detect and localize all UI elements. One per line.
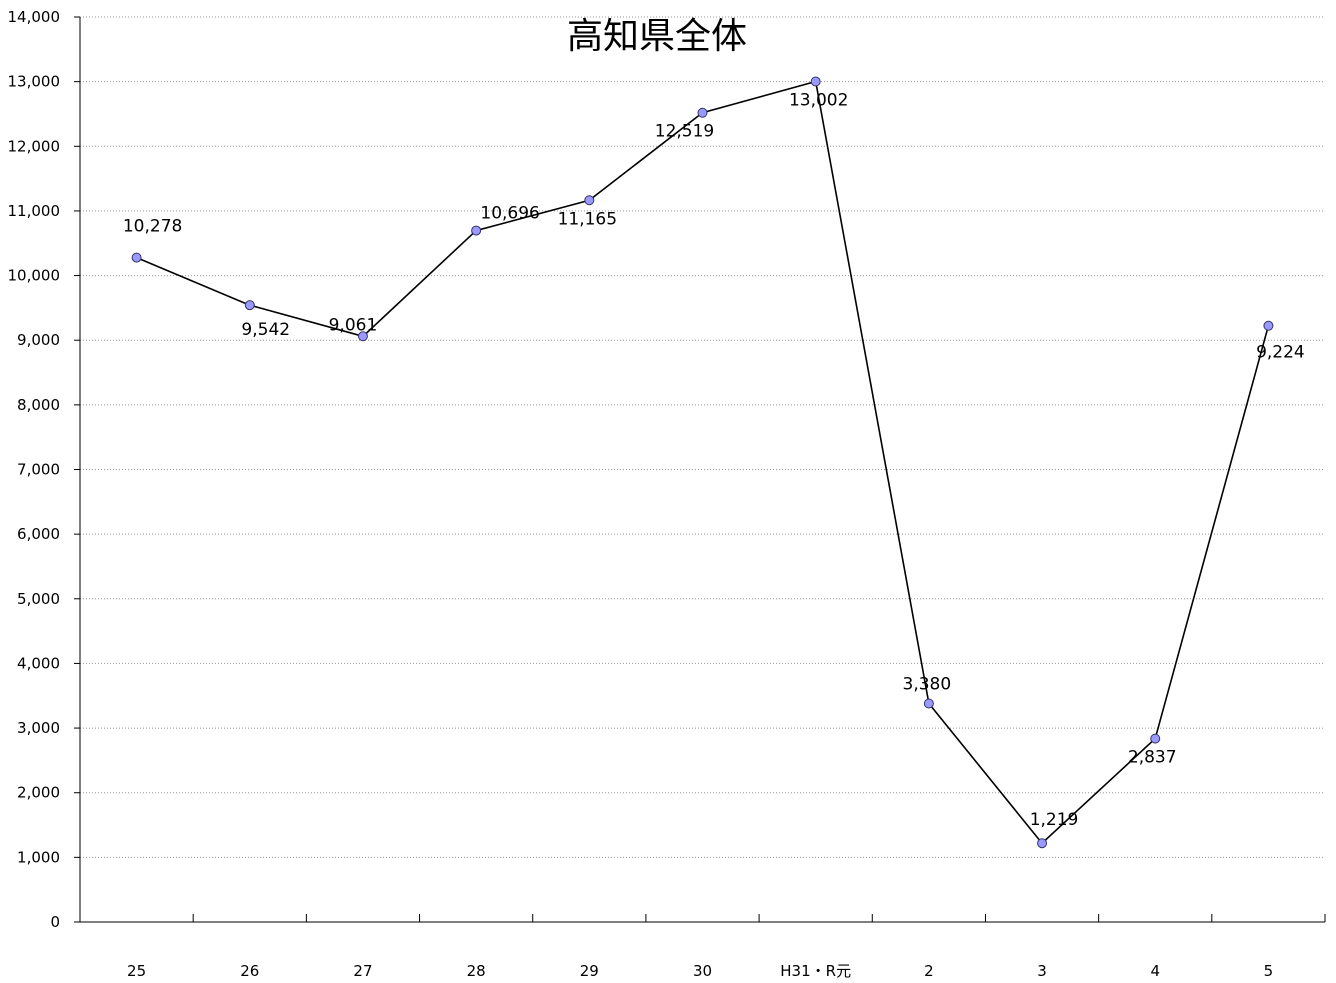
y-tick-label: 6,000: [17, 525, 60, 543]
data-point: [1150, 733, 1161, 744]
data-label: 11,165: [558, 209, 617, 229]
data-point: [584, 195, 595, 206]
y-tick-label: 4,000: [17, 654, 60, 672]
data-label: 3,380: [903, 675, 952, 695]
y-tick-label: 7,000: [17, 461, 60, 479]
data-label: 10,696: [480, 204, 539, 224]
x-tick-label: 30: [693, 962, 712, 980]
data-point: [244, 300, 255, 311]
data-label: 13,002: [789, 91, 848, 111]
data-point: [131, 252, 142, 263]
y-tick-label: 13,000: [8, 73, 61, 91]
data-point: [1037, 838, 1048, 849]
data-label: 9,224: [1256, 343, 1305, 363]
data-point: [1263, 320, 1274, 331]
y-tick-label: 1,000: [17, 848, 60, 866]
y-tick-label: 8,000: [17, 396, 60, 414]
data-point: [810, 76, 821, 87]
y-tick-label: 5,000: [17, 590, 60, 608]
data-point: [697, 107, 708, 118]
series-line: [131, 76, 1274, 849]
data-label: 10,278: [123, 217, 182, 237]
data-label: 9,542: [241, 320, 290, 340]
x-tick-label: 2: [924, 962, 934, 980]
data-point: [471, 225, 482, 236]
series-line: [136, 80, 1270, 845]
data-point: [357, 331, 368, 342]
y-tick-label: 11,000: [8, 202, 61, 220]
x-tick-label: 25: [127, 962, 146, 980]
x-tick-label: 29: [580, 962, 599, 980]
y-tick-label: 14,000: [8, 8, 61, 26]
data-labels: 10,278 9,542 9,061 10,696 11,165 12,519 13,002…: [123, 91, 1305, 831]
x-tick-label: 4: [1150, 962, 1160, 980]
data-label: 1,219: [1030, 810, 1079, 830]
y-tick-label: 0: [50, 913, 60, 931]
x-tick-label: 27: [353, 962, 372, 980]
y-tick-label: 10,000: [8, 267, 61, 285]
y-tick-label: 2,000: [17, 784, 60, 802]
x-tick-label: 5: [1264, 962, 1274, 980]
x-axis-ticks: 25 26 27 28 29 30 H31・R元 2 3 4 5: [79, 914, 1326, 980]
y-tick-label: 3,000: [17, 719, 60, 737]
y-tick-label: 9,000: [17, 331, 60, 349]
data-label: 12,519: [655, 122, 714, 142]
x-tick-label: 26: [240, 962, 259, 980]
y-axis-ticks: 0 1,000 2,000 3,000 4,000 5,000 6,000 7,000 8,00…: [8, 8, 80, 931]
data-label: 9,061: [329, 315, 378, 335]
data-label: 2,837: [1128, 748, 1177, 768]
y-tick-label: 12,000: [8, 137, 61, 155]
x-tick-label: 3: [1037, 962, 1047, 980]
chart-title: 高知県全体: [567, 16, 747, 57]
grid-lines: [80, 16, 1325, 858]
x-tick-label: 28: [467, 962, 486, 980]
data-point: [923, 698, 934, 709]
x-tick-label: H31・R元: [780, 962, 851, 980]
